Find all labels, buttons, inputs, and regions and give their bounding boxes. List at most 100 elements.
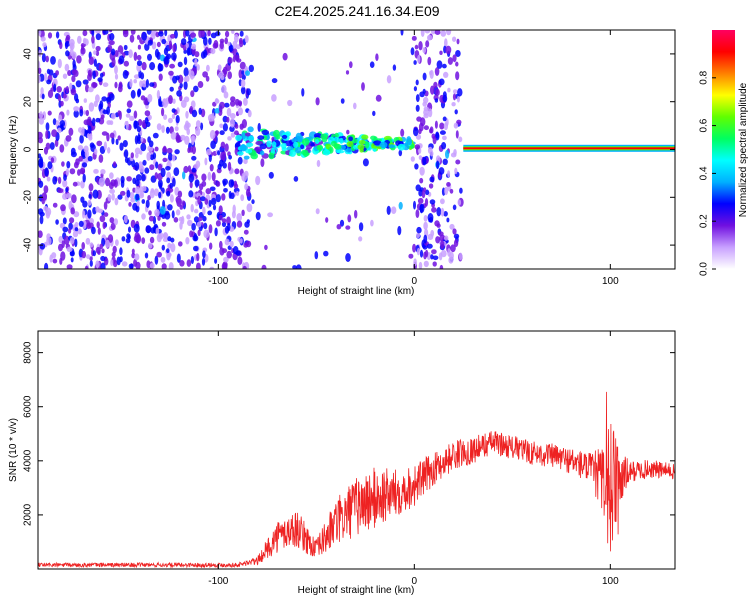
- noise-cell: [453, 233, 460, 239]
- noise-cell: [93, 50, 97, 55]
- noise-cell: [245, 240, 252, 248]
- signal-cell: [388, 144, 395, 149]
- noise-cell: [419, 249, 424, 258]
- signal-cell: [316, 144, 324, 151]
- noise-cell: [236, 213, 242, 222]
- colorbar-tick-label: 0.0: [699, 262, 710, 276]
- noise-cell: [429, 69, 434, 79]
- noise-cell: [97, 77, 103, 83]
- noise-cell: [182, 171, 186, 180]
- noise-cell: [420, 30, 425, 37]
- noise-cell: [87, 209, 92, 219]
- noise-cell: [400, 30, 404, 36]
- noise-cell: [91, 35, 95, 44]
- noise-cell: [121, 261, 128, 267]
- noise-cell: [195, 127, 201, 136]
- noise-cell: [229, 192, 235, 199]
- noise-cell: [118, 81, 123, 88]
- noise-cell: [80, 47, 86, 55]
- noise-cell: [168, 262, 174, 269]
- noise-cell: [137, 44, 141, 50]
- noise-cell: [190, 135, 196, 142]
- noise-cell: [186, 214, 191, 220]
- noise-cell: [196, 64, 200, 71]
- noise-cell: [410, 47, 415, 56]
- noise-cell: [113, 218, 118, 226]
- noise-cell: [95, 117, 101, 123]
- noise-cell: [119, 247, 123, 256]
- y-tick-label: 4000: [23, 449, 34, 472]
- noise-cell: [201, 180, 207, 187]
- noise-cell: [38, 117, 45, 125]
- noise-cell: [418, 41, 423, 51]
- noise-cell: [245, 70, 250, 76]
- noise-cell: [157, 163, 163, 171]
- noise-cell: [66, 264, 73, 269]
- noise-cell: [347, 214, 352, 223]
- noise-cell: [101, 248, 105, 254]
- y-tick-label: 2000: [23, 503, 34, 526]
- noise-cell: [241, 70, 245, 75]
- noise-cell: [38, 74, 41, 84]
- signal-cell: [252, 150, 257, 157]
- noise-cell: [126, 189, 131, 198]
- noise-cell: [287, 99, 293, 107]
- noise-cell: [83, 110, 87, 115]
- noise-cell: [183, 56, 188, 66]
- noise-cell: [248, 64, 254, 73]
- noise-cell: [445, 149, 450, 159]
- noise-cell: [143, 97, 149, 106]
- noise-cell: [157, 63, 163, 72]
- noise-cell: [241, 172, 248, 182]
- noise-cell: [79, 167, 86, 175]
- noise-cell: [128, 49, 133, 59]
- noise-cell: [144, 42, 150, 51]
- signal-cell: [244, 132, 251, 137]
- noise-cell: [130, 197, 136, 203]
- noise-cell: [70, 147, 76, 155]
- noise-cell: [107, 147, 111, 154]
- noise-cell: [416, 247, 420, 256]
- noise-cell: [185, 75, 190, 82]
- noise-cell: [65, 135, 72, 142]
- noise-cell: [196, 252, 200, 262]
- noise-cell: [428, 218, 432, 223]
- noise-cell: [69, 217, 75, 224]
- noise-cell: [76, 55, 82, 64]
- spectrogram-y-axis: -40 -20 0 20 40: [23, 48, 675, 252]
- noise-cell: [66, 192, 72, 199]
- noise-cell: [439, 122, 445, 130]
- noise-cell: [68, 127, 74, 136]
- noise-cell: [44, 72, 48, 82]
- noise-cell: [89, 142, 95, 148]
- noise-cell: [175, 75, 180, 81]
- snr-x-label: Height of straight line (km): [298, 585, 415, 596]
- signal-cell: [410, 144, 415, 149]
- noise-cell: [223, 91, 229, 99]
- noise-cell: [440, 250, 447, 258]
- noise-cell: [85, 84, 89, 93]
- noise-cell: [156, 251, 162, 258]
- noise-cell: [81, 162, 88, 168]
- noise-cell: [161, 125, 165, 134]
- noise-cell: [149, 262, 155, 269]
- noise-cell: [414, 144, 421, 150]
- noise-cell: [204, 157, 208, 166]
- noise-cell: [455, 71, 460, 81]
- noise-cell: [169, 182, 174, 189]
- noise-cell: [158, 31, 164, 37]
- y-tick-label: 0: [23, 146, 34, 152]
- noise-cell: [234, 123, 239, 129]
- noise-cell: [429, 176, 435, 183]
- noise-cell: [123, 44, 128, 51]
- noise-cell: [190, 204, 194, 213]
- noise-cell: [443, 71, 449, 78]
- noise-cell: [246, 203, 253, 213]
- noise-cell: [70, 88, 77, 96]
- noise-cell: [86, 254, 91, 259]
- signal-cell: [268, 152, 275, 160]
- noise-cell: [228, 155, 233, 160]
- noise-cell: [116, 256, 121, 266]
- spectrogram-y-label: Frequency (Hz): [8, 116, 19, 185]
- noise-cell: [314, 251, 319, 260]
